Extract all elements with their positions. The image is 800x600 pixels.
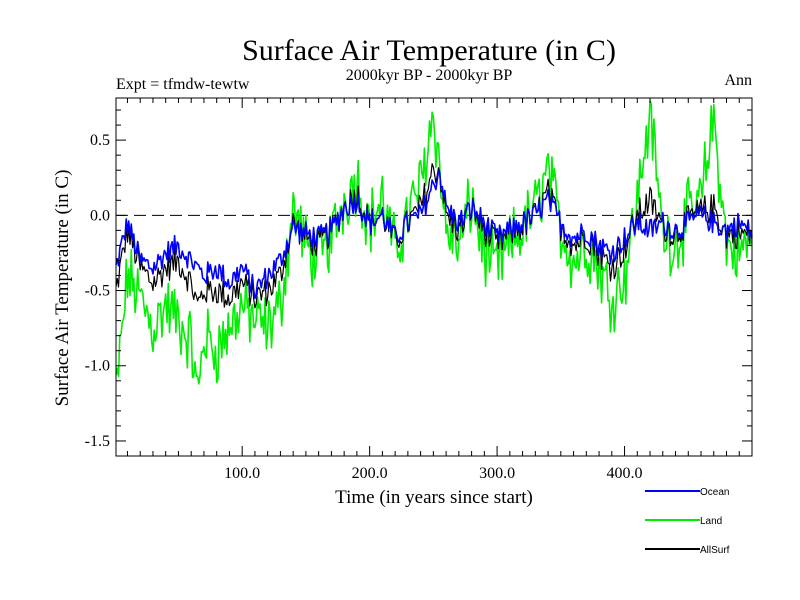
chart-subtitle: 2000kyr BP - 2000kyr BP bbox=[346, 67, 513, 84]
expt-label: Expt = tfmdw-tewtw bbox=[116, 76, 250, 93]
series-line-allsurf bbox=[115, 163, 753, 309]
x-tick-label: 300.0 bbox=[479, 465, 515, 482]
y-axis: -1.5 -1.0 -0.5 0.0 0.5 bbox=[85, 109, 752, 450]
plot-area bbox=[115, 100, 753, 385]
y-axis-label: Surface Air Temperature (in C) bbox=[52, 170, 73, 407]
x-tick-label: 400.0 bbox=[607, 465, 643, 482]
chart-title: Surface Air Temperature (in C) bbox=[242, 34, 616, 67]
legend-label-allsurf: AllSurf bbox=[700, 545, 730, 556]
legend-label-land: Land bbox=[700, 516, 722, 527]
plot-frame bbox=[115, 97, 753, 457]
series-line-ocean bbox=[115, 170, 753, 300]
y-tick-label: -1.0 bbox=[85, 358, 110, 375]
series-line-land bbox=[115, 100, 753, 385]
y-tick-label: -0.5 bbox=[85, 283, 110, 300]
y-tick-label: 0.0 bbox=[90, 207, 110, 224]
period-label: Ann bbox=[724, 72, 752, 89]
y-tick-label: 0.5 bbox=[90, 132, 110, 149]
legend-label-ocean: Ocean bbox=[700, 487, 729, 498]
x-tick-label: 200.0 bbox=[352, 465, 388, 482]
legend: Ocean Land AllSurf bbox=[645, 487, 730, 556]
x-axis: 100.0 200.0 300.0 400.0 bbox=[126, 98, 740, 482]
x-axis-label: Time (in years since start) bbox=[335, 487, 533, 508]
y-tick-label: -1.5 bbox=[85, 433, 110, 450]
x-tick-label: 100.0 bbox=[224, 465, 260, 482]
